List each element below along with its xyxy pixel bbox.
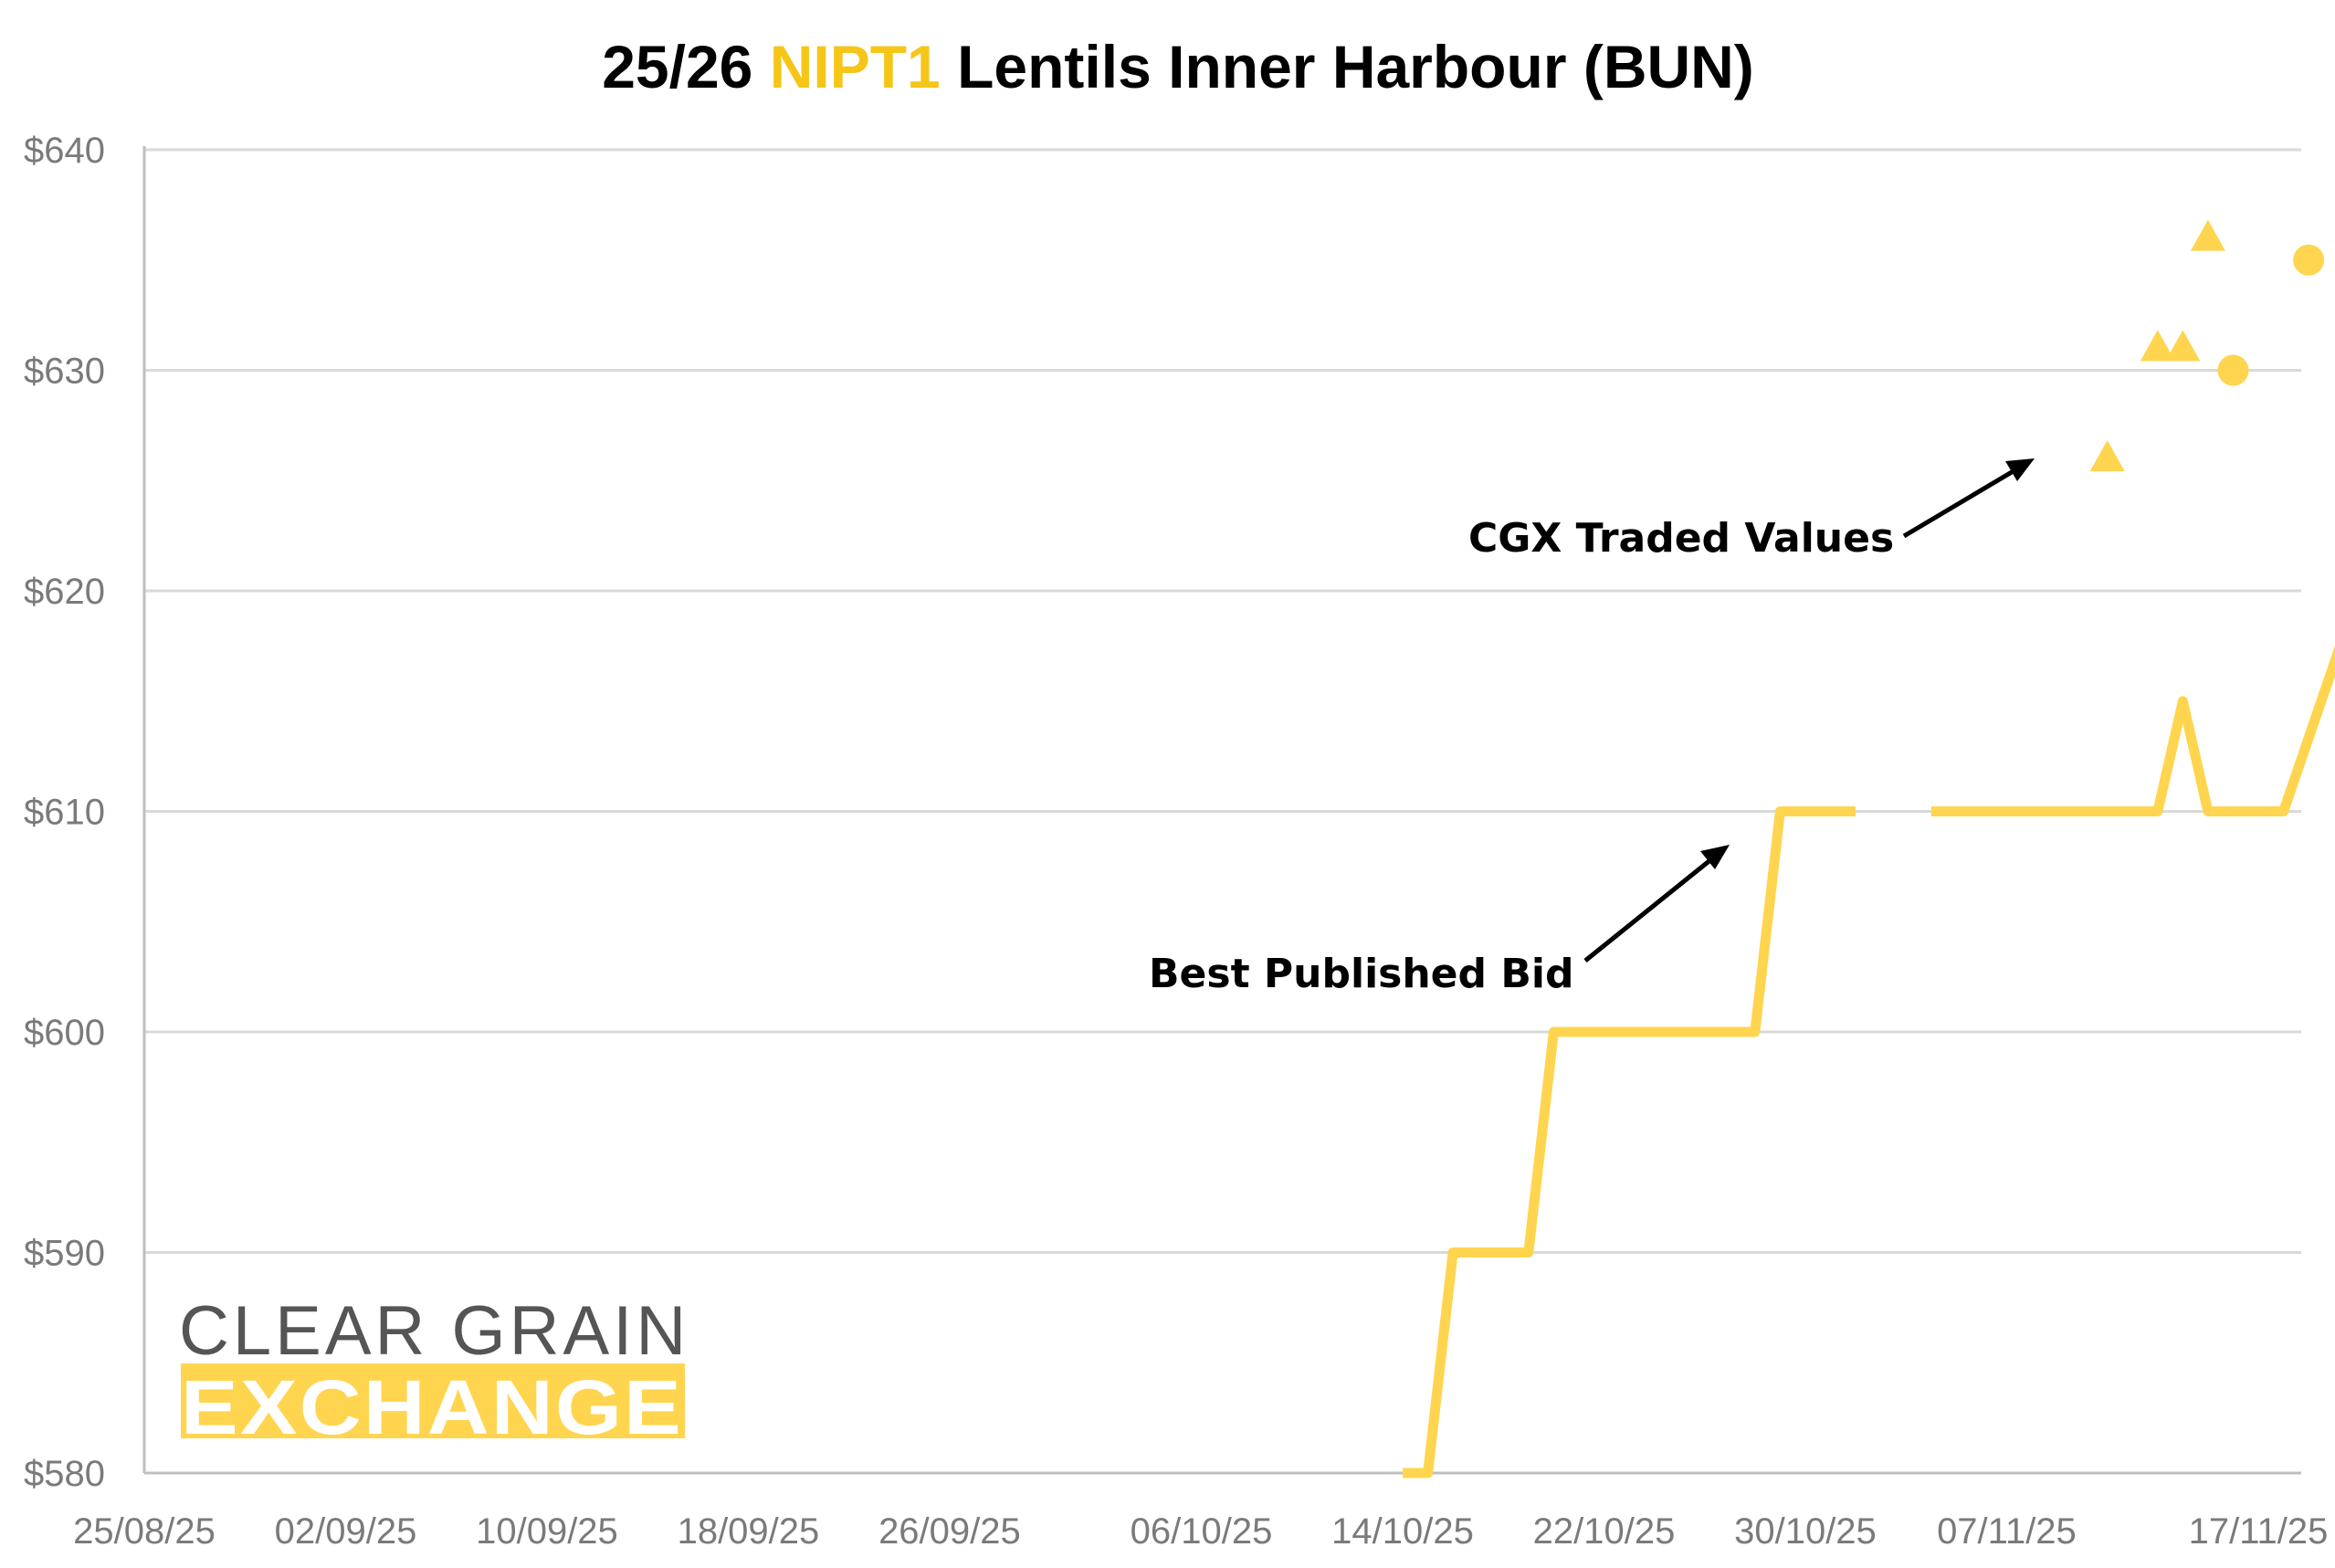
traded-value-circle-point [2217, 354, 2249, 386]
x-tick-label: 02/09/25 [275, 1511, 417, 1552]
best-bid-line [1930, 645, 2335, 816]
traded-value-circle-point [2293, 244, 2325, 276]
x-tick-label: 14/10/25 [1331, 1511, 1474, 1552]
y-tick-labels: $580 $590 $600 $610 $620 $630 $640 [24, 131, 105, 1494]
chart-title-prefix: 25/26 [602, 33, 770, 100]
x-tick-label: 17/11/25 [2189, 1511, 2329, 1552]
x-tick-label: 26/09/25 [878, 1511, 1021, 1552]
y-tick-label: $630 [24, 352, 105, 392]
logo-line2: EXCHANGE [181, 1364, 683, 1450]
best-bid-label: Best Published Bid [1149, 951, 1573, 997]
best-bid-arrow [1583, 858, 1713, 963]
axes [142, 146, 2301, 1475]
x-tick-label: 07/11/25 [1937, 1511, 2077, 1552]
x-tick-label: 06/10/25 [1131, 1511, 1273, 1552]
y-tick-label: $640 [24, 131, 105, 171]
series [1403, 219, 2335, 1479]
x-tick-label: 25/08/25 [73, 1511, 216, 1552]
x-tick-label: 22/10/25 [1533, 1511, 1676, 1552]
y-tick-label: $620 [24, 572, 105, 612]
clear-grain-exchange-logo: CLEAR GRAIN EXCHANGE [179, 1292, 689, 1450]
logo-line1: CLEAR GRAIN [179, 1292, 689, 1370]
x-tick-label: 10/09/25 [476, 1511, 618, 1552]
logo-band [181, 1363, 685, 1438]
traded-value-triangle-point [2165, 330, 2201, 362]
traded-value-triangle-point [2190, 219, 2225, 251]
traded-values-arrow [1902, 467, 2018, 539]
traded-values-label: CGX Traded Values [1468, 515, 1894, 562]
traded-values-arrowhead [2005, 458, 2035, 481]
chart-title-accent: NIPT1 [770, 33, 941, 100]
best-bid-line [1403, 806, 1856, 1479]
annotations: CGX Traded Values Best Published Bid [1149, 458, 2035, 997]
traded-value-triangle-point [2089, 440, 2125, 472]
x-tick-labels: 25/08/25 02/09/25 10/09/25 18/09/25 26/09/25… [73, 1511, 2328, 1552]
gridlines [144, 148, 2301, 1254]
y-tick-label: $610 [24, 793, 105, 833]
traded-value-triangle-point [2140, 330, 2175, 362]
chart-title-suffix: Lentils Inner Harbour (BUN) [941, 33, 1754, 100]
y-tick-label: $580 [24, 1454, 105, 1494]
chart-title: 25/26 NIPT1 Lentils Inner Harbour (BUN) [602, 33, 1754, 100]
x-tick-label: 18/09/25 [678, 1511, 820, 1552]
x-tick-label: 30/10/25 [1734, 1511, 1877, 1552]
best-bid-arrowhead [1700, 845, 1730, 869]
y-tick-label: $600 [24, 1013, 105, 1053]
y-tick-label: $590 [24, 1234, 105, 1274]
